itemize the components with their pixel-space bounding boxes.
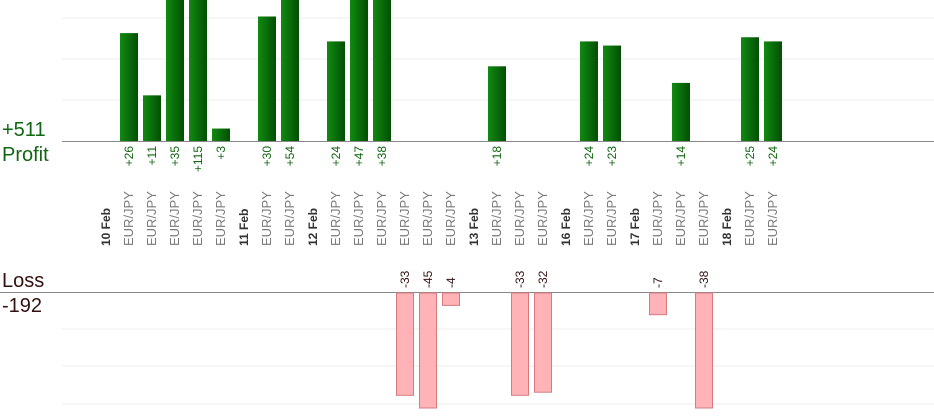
pair-label: EUR/JPY: [512, 191, 527, 246]
profit-value-label: +26: [122, 146, 136, 167]
pair-label: EUR/JPY: [374, 191, 389, 246]
loss-value-label: -33: [513, 270, 527, 288]
pair-label: EUR/JPY: [765, 191, 780, 246]
pair-label: EUR/JPY: [397, 191, 412, 246]
profit-value-label: +14: [674, 146, 688, 167]
pair-label: EUR/JPY: [443, 191, 458, 246]
loss-bar: [649, 292, 667, 316]
profit-bar: [488, 66, 506, 141]
profit-bar: [672, 82, 690, 141]
loss-value-label: -45: [421, 270, 435, 288]
pair-label: EUR/JPY: [420, 191, 435, 246]
pair-label: EUR/JPY: [282, 191, 297, 246]
profit-value-label: +24: [582, 146, 596, 167]
loss-bar: [511, 292, 529, 396]
profit-bar: [603, 45, 621, 141]
profit-bar: [327, 41, 345, 141]
date-label: 11 Feb: [237, 209, 251, 246]
profit-bar: [166, 0, 184, 141]
loss-value-label: -4: [444, 277, 458, 288]
loss-value-label: -33: [398, 270, 412, 288]
profit-value-label: +23: [605, 146, 619, 167]
pair-label: EUR/JPY: [489, 191, 504, 246]
profit-bar: [350, 0, 368, 141]
profit-bar: [764, 41, 782, 141]
loss-total: -192: [2, 295, 43, 317]
date-label: 17 Feb: [628, 208, 642, 246]
profit-value-label: +24: [329, 146, 343, 167]
loss-label: Loss: [2, 270, 45, 292]
profit-value-label: +11: [145, 146, 159, 166]
profit-total: +511: [2, 119, 46, 141]
pair-label: EUR/JPY: [742, 191, 757, 246]
profit-value-label: +24: [766, 146, 780, 167]
profit-value-label: +30: [260, 146, 274, 167]
date-label: 12 Feb: [306, 208, 320, 246]
profit-bar: [120, 33, 138, 141]
pair-label: EUR/JPY: [650, 191, 665, 246]
profit-bar: [281, 0, 299, 141]
pair-label: EUR/JPY: [259, 191, 274, 246]
labels: 10 Feb EUR/JPY +26 EUR/JPY +11 EUR/JPY +35 EUR/…: [99, 146, 780, 288]
profit-bar: [143, 95, 161, 141]
loss-bar: [419, 292, 437, 409]
profit-value-label: +54: [283, 146, 297, 167]
pair-label: EUR/JPY: [167, 191, 182, 246]
profit-bar: [373, 0, 391, 141]
date-label: 18 Feb: [720, 208, 734, 246]
pair-label: EUR/JPY: [581, 191, 596, 246]
profit-value-label: +18: [490, 146, 504, 167]
date-label: 13 Feb: [467, 208, 481, 246]
profit-value-label: +38: [375, 146, 389, 167]
loss-bar: [396, 292, 414, 396]
loss-bar: [442, 292, 460, 306]
loss-bar: [534, 292, 552, 393]
pair-label: EUR/JPY: [673, 191, 688, 246]
profit-bar: [741, 37, 759, 141]
pair-label: EUR/JPY: [121, 191, 136, 246]
profit-value-label: +25: [743, 146, 757, 167]
pair-label: EUR/JPY: [351, 191, 366, 246]
bars: [120, 0, 782, 409]
pair-label: EUR/JPY: [328, 191, 343, 246]
pair-label: EUR/JPY: [213, 191, 228, 246]
profit-value-label: +35: [168, 146, 182, 167]
pair-label: EUR/JPY: [144, 191, 159, 246]
profit-value-label: +115: [191, 146, 205, 172]
loss-value-label: -32: [536, 270, 550, 288]
profit-bar: [580, 41, 598, 141]
profit-value-label: +47: [352, 146, 366, 167]
loss-value-label: -7: [651, 277, 665, 288]
profit-label: Profit: [2, 144, 49, 166]
date-label: 10 Feb: [99, 208, 113, 246]
pair-label: EUR/JPY: [190, 191, 205, 246]
pair-label: EUR/JPY: [604, 191, 619, 246]
loss-bar: [695, 292, 713, 409]
profit-bar: [258, 16, 276, 141]
loss-value-label: -38: [697, 270, 711, 288]
profit-value-label: +3: [214, 146, 228, 160]
date-label: 16 Feb: [559, 208, 573, 246]
profit-bar: [212, 128, 230, 141]
profit-bar: [189, 0, 207, 141]
pair-label: EUR/JPY: [696, 191, 711, 246]
pair-label: EUR/JPY: [535, 191, 550, 246]
